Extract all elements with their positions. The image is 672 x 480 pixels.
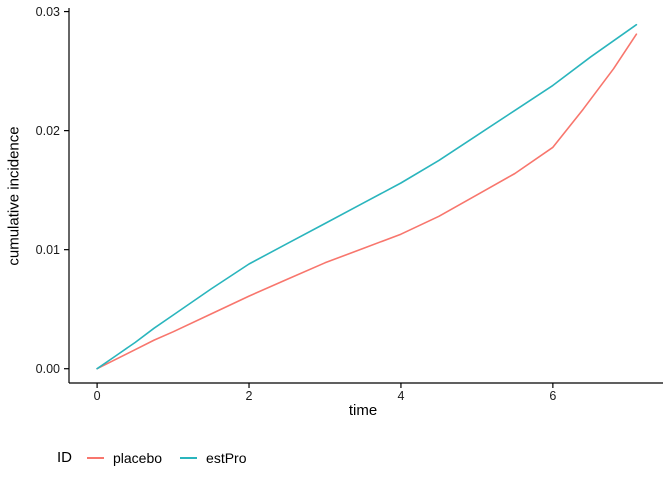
legend-key-line <box>180 456 198 459</box>
x-tick-label: 2 <box>246 389 253 403</box>
x-tick-label: 6 <box>549 389 556 403</box>
x-tick-label: 4 <box>397 389 404 403</box>
y-tick-label: 0.01 <box>36 243 60 257</box>
y-tick-label: 0.00 <box>36 362 60 376</box>
y-tick-label: 0.02 <box>36 124 60 138</box>
legend-key-line <box>87 456 104 459</box>
series-line-placebo <box>96 33 638 370</box>
legend-items: placebo estPro <box>87 450 265 466</box>
legend-label: estPro <box>206 449 247 466</box>
y-axis-title: cumulative incidence <box>5 126 23 266</box>
legend: ID placebo estPro <box>57 449 265 466</box>
series-line-estPro <box>96 23 638 370</box>
legend-item-placebo: placebo <box>87 450 162 466</box>
x-tick-label: 0 <box>94 389 101 403</box>
x-axis-title: time <box>348 402 378 419</box>
legend-label: placebo <box>113 449 163 466</box>
legend-item-estPro: estPro <box>180 449 247 466</box>
y-tick-label: 0.03 <box>36 5 60 19</box>
legend-title: ID <box>57 449 72 466</box>
